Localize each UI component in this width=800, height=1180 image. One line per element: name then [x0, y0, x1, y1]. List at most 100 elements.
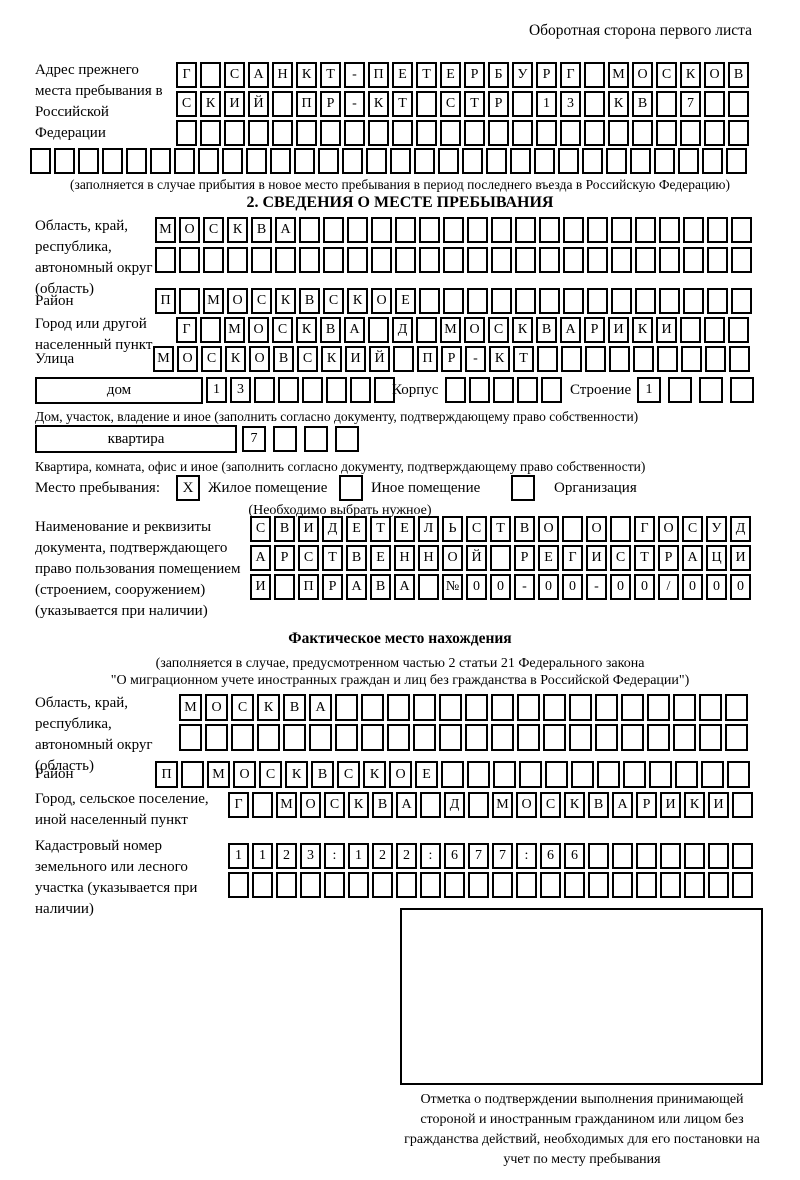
char-cell[interactable]: С: [682, 516, 703, 542]
char-cell[interactable]: Б: [488, 62, 509, 88]
char-cell[interactable]: [416, 120, 437, 146]
char-cell[interactable]: Г: [634, 516, 655, 542]
char-cell[interactable]: [335, 724, 358, 751]
char-cell[interactable]: [519, 761, 542, 788]
char-cell[interactable]: О: [586, 516, 607, 542]
char-cell[interactable]: [633, 346, 654, 372]
char-cell[interactable]: [78, 148, 99, 174]
char-cell[interactable]: [660, 843, 681, 869]
char-cell[interactable]: 0: [466, 574, 487, 600]
char-cell[interactable]: [517, 694, 540, 721]
char-cell[interactable]: №: [442, 574, 463, 600]
char-cell[interactable]: М: [224, 317, 245, 343]
char-cell[interactable]: [560, 120, 581, 146]
char-cell[interactable]: [228, 872, 249, 898]
char-cell[interactable]: [728, 120, 749, 146]
char-cell[interactable]: 0: [634, 574, 655, 600]
char-cell[interactable]: [419, 288, 440, 314]
char-cell[interactable]: [441, 761, 464, 788]
char-cell[interactable]: [587, 288, 608, 314]
char-cell[interactable]: [299, 247, 320, 273]
char-cell[interactable]: В: [283, 694, 306, 721]
char-cell[interactable]: [443, 217, 464, 243]
char-cell[interactable]: И: [660, 792, 681, 818]
char-cell[interactable]: В: [299, 288, 320, 314]
char-cell[interactable]: У: [706, 516, 727, 542]
char-cell[interactable]: [595, 694, 618, 721]
char-cell[interactable]: [251, 247, 272, 273]
char-cell[interactable]: О: [516, 792, 537, 818]
char-cell[interactable]: [728, 317, 749, 343]
char-cell[interactable]: [545, 761, 568, 788]
char-cell[interactable]: 1: [228, 843, 249, 869]
char-cell[interactable]: [582, 148, 603, 174]
char-cell[interactable]: [324, 872, 345, 898]
char-cell[interactable]: Р: [636, 792, 657, 818]
char-cell[interactable]: [636, 843, 657, 869]
char-cell[interactable]: [659, 217, 680, 243]
char-cell[interactable]: [684, 872, 705, 898]
char-cell[interactable]: [200, 317, 221, 343]
char-cell[interactable]: [659, 247, 680, 273]
char-cell[interactable]: С: [466, 516, 487, 542]
char-cell[interactable]: [657, 346, 678, 372]
char-cell[interactable]: [371, 217, 392, 243]
char-cell[interactable]: К: [296, 317, 317, 343]
char-cell[interactable]: [612, 872, 633, 898]
char-cell[interactable]: О: [632, 62, 653, 88]
char-cell[interactable]: [731, 247, 752, 273]
char-cell[interactable]: М: [155, 217, 176, 243]
char-cell[interactable]: [611, 288, 632, 314]
char-cell[interactable]: [621, 694, 644, 721]
char-cell[interactable]: [564, 872, 585, 898]
char-cell[interactable]: М: [440, 317, 461, 343]
char-cell[interactable]: П: [417, 346, 438, 372]
char-cell[interactable]: 1: [252, 843, 273, 869]
char-cell[interactable]: [155, 247, 176, 273]
char-cell[interactable]: [647, 694, 670, 721]
char-cell[interactable]: [416, 317, 437, 343]
char-cell[interactable]: [699, 694, 722, 721]
char-cell[interactable]: [611, 247, 632, 273]
char-cell[interactable]: К: [296, 62, 317, 88]
char-cell[interactable]: [275, 247, 296, 273]
char-cell[interactable]: [491, 288, 512, 314]
char-cell[interactable]: Р: [464, 62, 485, 88]
char-cell[interactable]: [515, 247, 536, 273]
char-cell[interactable]: [512, 120, 533, 146]
char-cell[interactable]: 7: [680, 91, 701, 117]
char-cell[interactable]: В: [536, 317, 557, 343]
char-cell[interactable]: [465, 694, 488, 721]
char-cell[interactable]: [443, 247, 464, 273]
char-cell[interactable]: [444, 872, 465, 898]
char-cell[interactable]: -: [465, 346, 486, 372]
char-cell[interactable]: Е: [394, 516, 415, 542]
char-cell[interactable]: Д: [730, 516, 751, 542]
char-cell[interactable]: С: [323, 288, 344, 314]
char-cell[interactable]: [705, 346, 726, 372]
char-cell[interactable]: [492, 872, 513, 898]
char-cell[interactable]: [318, 148, 339, 174]
char-cell[interactable]: 6: [540, 843, 561, 869]
char-cell[interactable]: [611, 217, 632, 243]
char-cell[interactable]: 0: [706, 574, 727, 600]
char-cell[interactable]: В: [320, 317, 341, 343]
char-cell[interactable]: [467, 288, 488, 314]
char-cell[interactable]: [587, 217, 608, 243]
char-cell[interactable]: [254, 377, 275, 403]
char-cell[interactable]: [708, 872, 729, 898]
char-cell[interactable]: [588, 872, 609, 898]
char-cell[interactable]: 7: [242, 426, 266, 452]
char-cell[interactable]: А: [275, 217, 296, 243]
char-cell[interactable]: [342, 148, 363, 174]
char-cell[interactable]: Р: [488, 91, 509, 117]
char-cell[interactable]: [673, 694, 696, 721]
char-cell[interactable]: [445, 377, 466, 403]
char-cell[interactable]: [588, 843, 609, 869]
char-cell[interactable]: А: [612, 792, 633, 818]
char-cell[interactable]: [413, 694, 436, 721]
char-cell[interactable]: Г: [228, 792, 249, 818]
char-cell[interactable]: К: [608, 91, 629, 117]
char-cell[interactable]: О: [249, 346, 270, 372]
char-cell[interactable]: 0: [562, 574, 583, 600]
